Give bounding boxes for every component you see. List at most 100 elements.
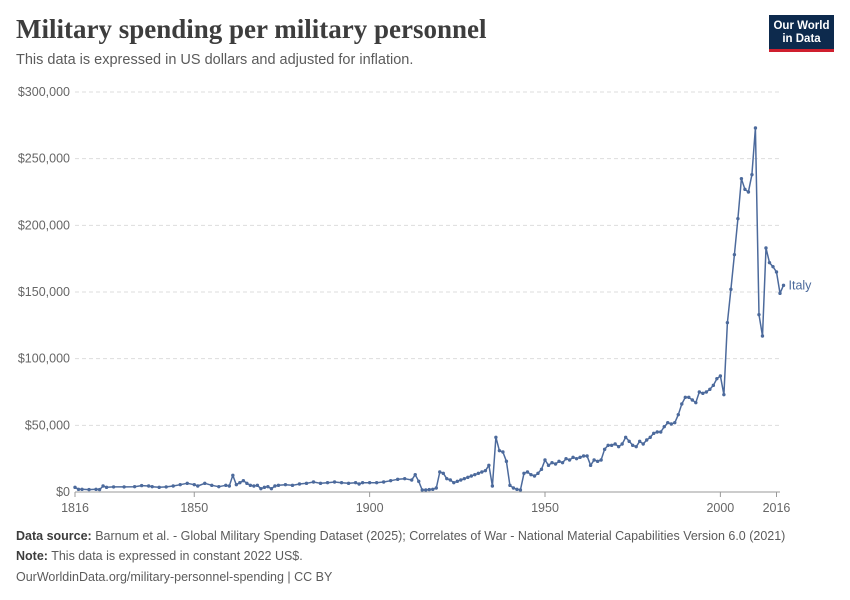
data-point — [680, 402, 684, 406]
footer-source: Data source: Barnum et al. - Global Mili… — [16, 529, 785, 543]
data-point — [774, 270, 779, 274]
x-tick-label: 1950 — [531, 501, 559, 515]
data-point — [655, 430, 659, 434]
data-point — [606, 443, 610, 448]
data-point — [76, 487, 81, 492]
data-point — [248, 483, 253, 488]
data-point — [662, 424, 666, 429]
data-point — [424, 488, 428, 492]
data-point — [360, 480, 365, 485]
data-point — [683, 395, 687, 400]
data-point — [638, 439, 642, 444]
data-point — [413, 472, 417, 477]
data-point — [652, 431, 656, 436]
data-point — [630, 443, 635, 448]
data-point — [357, 482, 361, 486]
data-point — [420, 488, 424, 492]
chart-subtitle: This data is expressed in US dollars and… — [16, 52, 414, 68]
data-point — [459, 478, 463, 482]
data-point — [504, 459, 509, 464]
data-point — [132, 484, 137, 489]
data-point — [97, 487, 102, 492]
data-point — [690, 398, 695, 402]
data-point — [739, 176, 744, 181]
data-point — [381, 480, 386, 484]
data-point — [157, 485, 161, 490]
data-point — [736, 216, 740, 221]
footer-url[interactable]: OurWorldinData.org/military-personnel-sp… — [16, 570, 333, 584]
series-label: Italy — [789, 278, 813, 292]
data-point — [518, 488, 523, 492]
data-point — [339, 480, 344, 485]
data-point — [764, 246, 768, 250]
data-point — [122, 485, 126, 489]
data-point — [694, 400, 698, 405]
data-point — [634, 444, 638, 449]
data-point — [501, 450, 505, 454]
data-point — [241, 478, 246, 483]
data-point — [585, 454, 589, 458]
y-tick-label: $150,000 — [18, 285, 70, 299]
data-point — [648, 435, 652, 440]
note-label: Note: — [16, 549, 48, 563]
data-point — [255, 483, 260, 488]
data-point — [669, 422, 673, 426]
data-point — [325, 480, 330, 485]
data-point — [599, 458, 603, 462]
owid-logo[interactable]: Our World in Data — [769, 15, 834, 52]
series-line-italy — [74, 127, 785, 491]
data-point — [715, 376, 719, 381]
data-point — [539, 467, 544, 472]
data-point — [283, 482, 288, 487]
data-point — [171, 484, 175, 488]
y-tick-label: $250,000 — [18, 152, 70, 166]
data-point — [445, 476, 449, 481]
data-point — [311, 480, 316, 484]
data-point — [238, 480, 242, 485]
data-point — [164, 485, 168, 489]
data-point — [771, 264, 775, 269]
data-point — [483, 468, 488, 473]
data-point — [627, 439, 631, 444]
data-point — [462, 476, 467, 481]
data-point — [473, 472, 477, 477]
logo-line-1: Our World — [773, 20, 830, 32]
data-point — [448, 478, 452, 482]
data-point — [708, 387, 712, 392]
data-point — [553, 462, 558, 466]
data-point — [497, 448, 502, 453]
y-tick-label: $300,000 — [18, 85, 70, 99]
data-point — [725, 320, 730, 325]
data-point — [217, 484, 221, 489]
data-point — [259, 486, 263, 491]
data-point — [560, 460, 565, 465]
data-point — [588, 463, 593, 468]
data-point — [571, 455, 575, 460]
data-point — [645, 438, 649, 442]
source-text: Barnum et al. - Global Military Spending… — [95, 529, 786, 543]
data-point — [522, 471, 526, 476]
data-point — [732, 252, 737, 257]
data-point — [104, 485, 109, 490]
data-point — [346, 481, 351, 486]
data-point — [760, 334, 765, 338]
data-point — [511, 486, 516, 490]
y-tick-label: $200,000 — [18, 218, 70, 232]
data-point — [146, 484, 151, 488]
data-point — [455, 479, 460, 484]
data-point — [434, 486, 438, 490]
y-tick-label: $50,000 — [25, 418, 70, 432]
data-point — [641, 442, 645, 446]
data-point — [427, 487, 431, 492]
data-point — [757, 312, 761, 317]
data-point — [676, 412, 680, 417]
data-point — [452, 480, 456, 485]
x-tick-label: 2000 — [706, 501, 734, 515]
data-point — [210, 483, 214, 488]
data-point — [557, 459, 561, 464]
data-point — [718, 374, 723, 378]
data-point — [266, 484, 270, 489]
data-point — [224, 483, 228, 488]
data-point — [529, 472, 533, 477]
data-point — [353, 480, 358, 485]
